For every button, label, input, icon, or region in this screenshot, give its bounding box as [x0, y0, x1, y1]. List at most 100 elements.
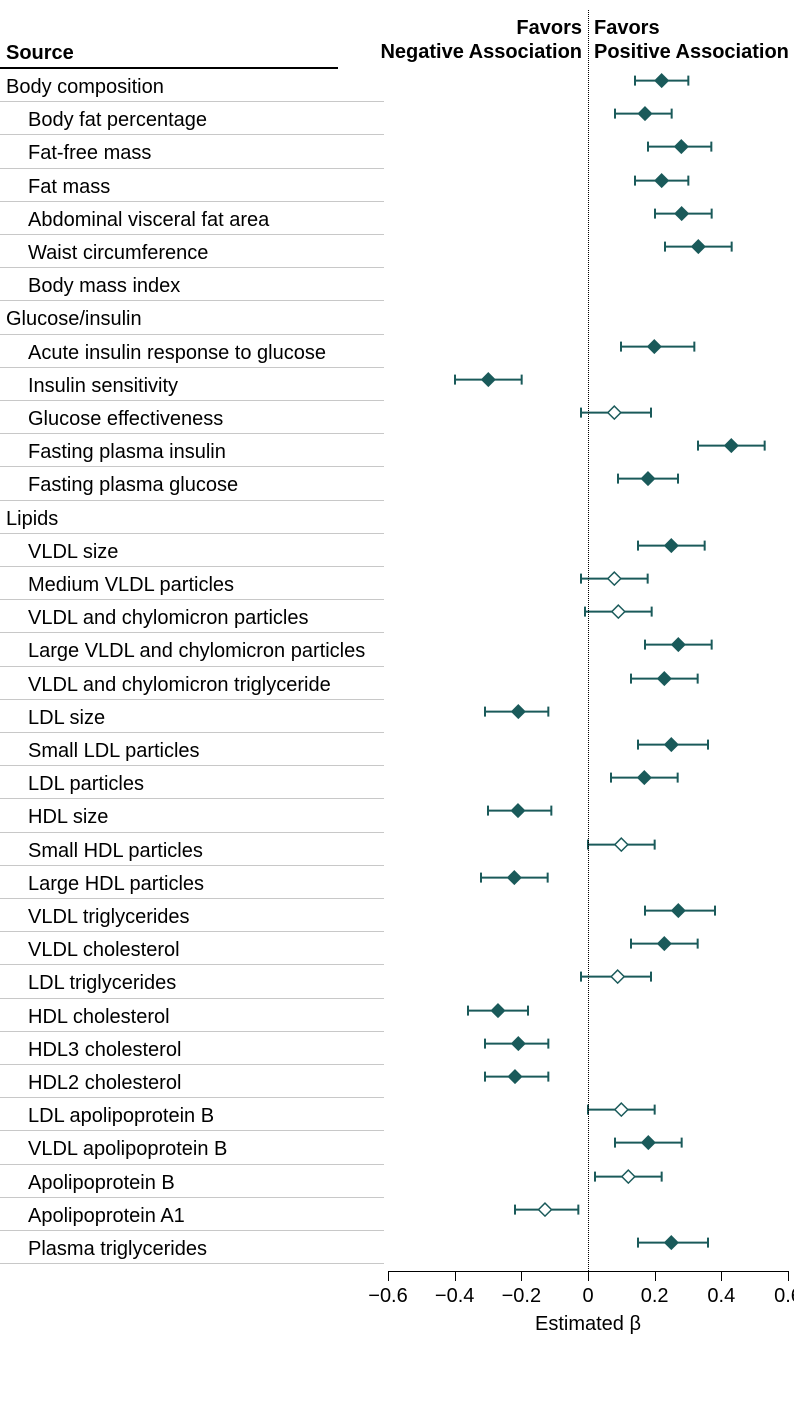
x-axis-title: Estimated β — [388, 1313, 788, 1336]
x-axis-tick-label: −0.2 — [502, 1285, 541, 1308]
row-label: Acute insulin response to glucose — [28, 342, 326, 365]
forest-point — [640, 200, 727, 233]
row-divider — [0, 334, 384, 335]
x-axis-tick — [455, 1271, 456, 1281]
row-label: HDL cholesterol — [28, 1006, 170, 1029]
row-divider — [0, 300, 384, 301]
header-favors-negative-line2: Negative Association — [380, 40, 582, 64]
header-favors-positive-line2: Positive Association — [594, 40, 789, 64]
category-label: Lipids — [6, 508, 58, 531]
row-divider — [0, 998, 384, 999]
x-axis-tick-label: 0.6 — [774, 1285, 794, 1308]
forest-point — [606, 333, 709, 366]
row-label: Apolipoprotein A1 — [28, 1205, 185, 1228]
row-divider — [0, 1097, 384, 1098]
row-label: Insulin sensitivity — [28, 375, 178, 398]
row-label: VLDL triglycerides — [28, 906, 190, 929]
forest-point — [600, 100, 687, 133]
forest-point — [500, 1196, 593, 1229]
forest-point — [650, 233, 747, 266]
forest-point — [630, 897, 730, 930]
row-label: LDL particles — [28, 773, 144, 796]
row-divider — [0, 367, 384, 368]
row-divider — [0, 566, 384, 567]
row-divider — [0, 234, 384, 235]
row-divider — [0, 931, 384, 932]
row-divider — [0, 1130, 384, 1131]
row-label: Fat mass — [28, 176, 110, 199]
row-label: Fasting plasma glucose — [28, 474, 238, 497]
header-source: Source — [6, 42, 74, 65]
forest-point — [470, 1063, 563, 1096]
row-label: VLDL and chylomicron triglyceride — [28, 674, 331, 697]
x-axis-tick — [588, 1271, 589, 1281]
row-label: Plasma triglycerides — [28, 1238, 207, 1261]
row-label: HDL size — [28, 806, 108, 829]
row-label: VLDL size — [28, 541, 118, 564]
x-axis-tick-label: 0.4 — [707, 1285, 735, 1308]
forest-point — [620, 67, 703, 100]
forest-point — [633, 133, 726, 166]
row-label: Glucose effectiveness — [28, 408, 223, 431]
row-divider — [0, 267, 384, 268]
row-divider — [0, 1164, 384, 1165]
x-axis-tick-label: 0.2 — [641, 1285, 669, 1308]
row-label: Small LDL particles — [28, 740, 200, 763]
x-axis-tick — [655, 1271, 656, 1281]
row-divider — [0, 533, 384, 534]
row-divider — [0, 1064, 384, 1065]
row-label: Large HDL particles — [28, 873, 204, 896]
x-axis-tick-label: −0.4 — [435, 1285, 474, 1308]
row-divider — [0, 101, 384, 102]
forest-point — [566, 565, 663, 598]
forest-point — [623, 532, 720, 565]
forest-point — [566, 399, 666, 432]
row-label: Waist circumference — [28, 242, 208, 265]
row-label: VLDL apolipoprotein B — [28, 1138, 227, 1161]
row-divider — [0, 134, 384, 135]
forest-point — [466, 864, 563, 897]
forest-point — [623, 1229, 723, 1262]
header-favors-positive-line1: Favors — [594, 16, 789, 40]
row-divider — [0, 832, 384, 833]
forest-point — [596, 764, 693, 797]
row-label: Large VLDL and chylomicron particles — [28, 640, 365, 663]
row-label: Medium VLDL particles — [28, 574, 234, 597]
row-divider — [0, 964, 384, 965]
row-divider — [0, 1230, 384, 1231]
row-label: Fat-free mass — [28, 142, 151, 165]
x-axis-tick — [521, 1271, 522, 1281]
forest-plot: Source FavorsNegative Association FavorsPo… — [0, 0, 794, 1416]
category-label: Body composition — [6, 76, 164, 99]
forest-point — [620, 167, 703, 200]
forest-point — [470, 698, 563, 731]
x-axis-tick — [388, 1271, 389, 1281]
row-label: Small HDL particles — [28, 840, 203, 863]
row-divider — [0, 1031, 384, 1032]
row-divider — [0, 865, 384, 866]
row-label: LDL size — [28, 707, 105, 730]
row-divider — [0, 632, 384, 633]
forest-point — [603, 465, 693, 498]
zero-reference-line — [588, 10, 589, 1271]
forest-point — [473, 797, 566, 830]
row-divider — [0, 798, 384, 799]
forest-point — [570, 598, 667, 631]
row-label: Body fat percentage — [28, 109, 207, 132]
row-label: VLDL and chylomicron particles — [28, 607, 309, 630]
row-label: LDL apolipoprotein B — [28, 1105, 214, 1128]
forest-point — [470, 1030, 563, 1063]
row-divider — [0, 168, 384, 169]
forest-point — [440, 366, 537, 399]
row-label: Body mass index — [28, 275, 180, 298]
header-favors-negative: FavorsNegative Association — [380, 16, 582, 64]
row-divider — [0, 1263, 384, 1264]
row-divider — [0, 466, 384, 467]
row-divider — [0, 599, 384, 600]
row-divider — [0, 732, 384, 733]
row-label: VLDL cholesterol — [28, 939, 180, 962]
header-underline — [0, 67, 338, 69]
forest-point — [580, 1163, 677, 1196]
row-label: Fasting plasma insulin — [28, 441, 226, 464]
row-divider — [0, 898, 384, 899]
